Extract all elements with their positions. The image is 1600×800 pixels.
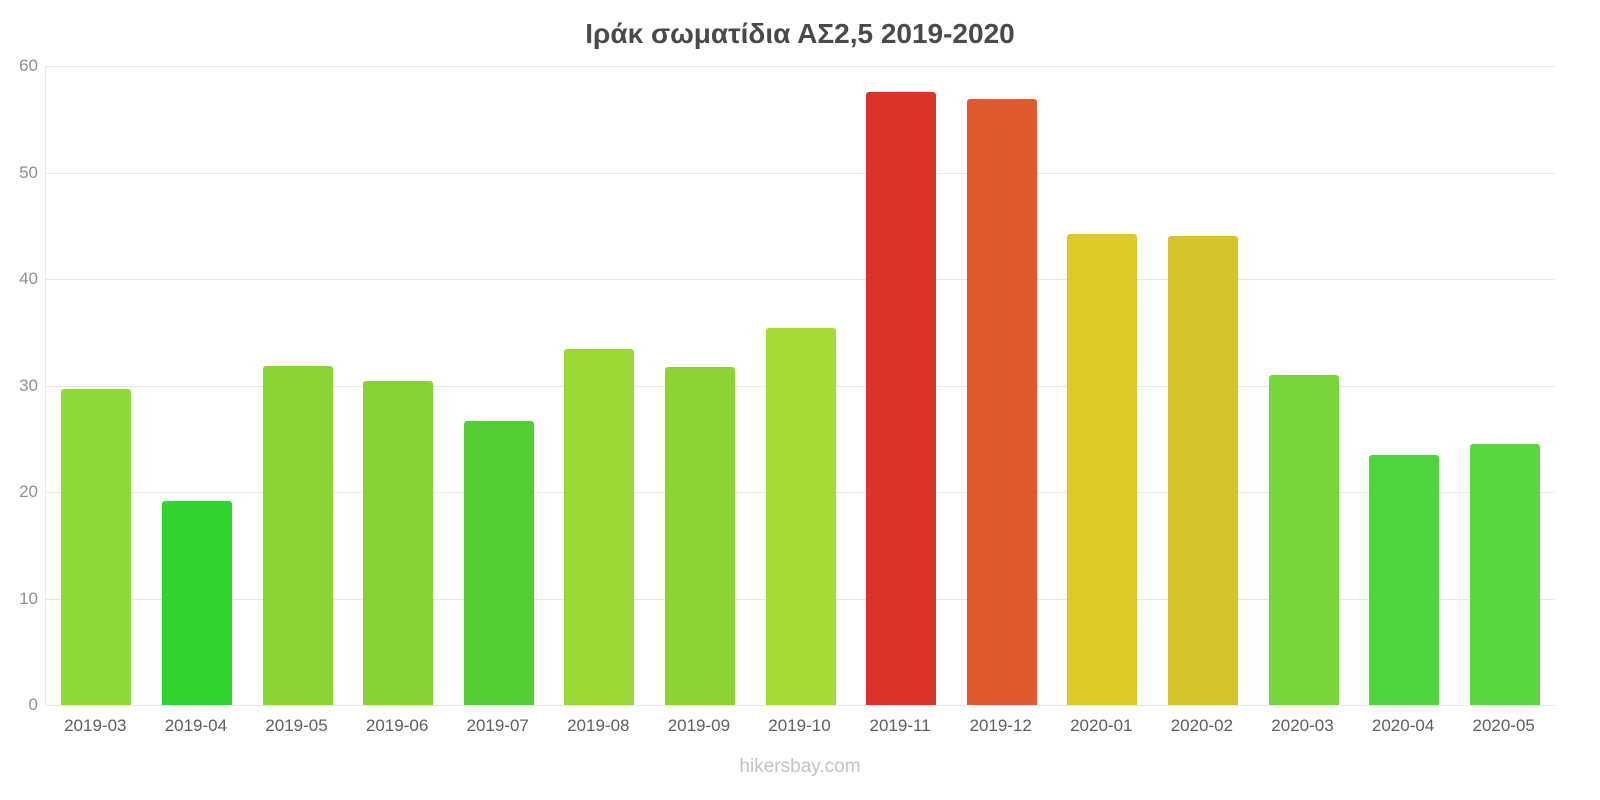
x-tick-label-2019-10: 2019-10	[768, 716, 831, 735]
bar-2019-09	[664, 367, 735, 705]
gridline-50	[46, 172, 1555, 174]
bar-2020-01	[1067, 234, 1138, 705]
x-tick-label-2019-03: 2019-03	[64, 716, 127, 735]
bar-2020-02	[1167, 236, 1238, 705]
bar-2020-04	[1369, 454, 1440, 705]
x-tick-label-2020-05: 2020-05	[1472, 716, 1535, 735]
bar-2019-06	[363, 381, 434, 705]
gridline-0	[46, 705, 1555, 706]
bar-2020-05	[1469, 444, 1540, 705]
gridline-60	[46, 66, 1555, 67]
chart-title: Ιράκ σωματίδια ΑΣ2,5 2019-2020	[585, 18, 1015, 49]
x-tick-label-2019-12: 2019-12	[969, 716, 1032, 735]
y-tick-label-10: 10	[19, 588, 38, 608]
bar-2020-03	[1268, 374, 1339, 705]
x-tick-label-2019-06: 2019-06	[365, 716, 429, 735]
y-tick-label-20: 20	[19, 482, 38, 501]
y-tick-label-0: 0	[28, 695, 38, 714]
y-axis-labels: 0 10 20 30 40 50 60	[0, 56, 38, 714]
x-tick-label-2019-09: 2019-09	[667, 716, 731, 735]
x-tick-label-2019-08: 2019-08	[567, 716, 630, 735]
bar-2019-03	[61, 388, 132, 705]
plot-area	[45, 66, 1555, 706]
bar-2019-05	[262, 366, 333, 705]
bar-2019-11	[866, 91, 937, 705]
x-tick-label-2019-11: 2019-11	[869, 716, 931, 735]
x-axis-labels: 2019-03 2019-04 2019-05 2019-06 2019-07 2019-…	[45, 716, 1555, 740]
bar-2019-08	[564, 349, 635, 705]
x-tick-label-2020-04: 2020-04	[1371, 716, 1435, 735]
bar-2019-07	[463, 420, 534, 705]
x-tick-label-2020-02: 2020-02	[1170, 716, 1234, 735]
x-tick-label-2019-05: 2019-05	[265, 716, 328, 735]
gridline-40	[46, 279, 1555, 280]
watermark-text: hikersbay.com	[739, 756, 861, 777]
y-tick-label-60: 60	[19, 56, 38, 75]
y-tick-label-50: 50	[19, 162, 38, 182]
y-tick-label-30: 30	[19, 375, 38, 395]
bar-2019-04	[161, 500, 232, 705]
x-tick-label-2020-01: 2020-01	[1070, 716, 1133, 735]
x-tick-label-2019-04: 2019-04	[164, 716, 228, 735]
bar-2019-10	[765, 328, 836, 705]
x-tick-label-2020-03: 2020-03	[1271, 716, 1334, 735]
x-tick-label-2019-07: 2019-07	[466, 716, 529, 735]
bar-2019-12	[966, 99, 1037, 705]
y-tick-label-40: 40	[19, 269, 38, 288]
